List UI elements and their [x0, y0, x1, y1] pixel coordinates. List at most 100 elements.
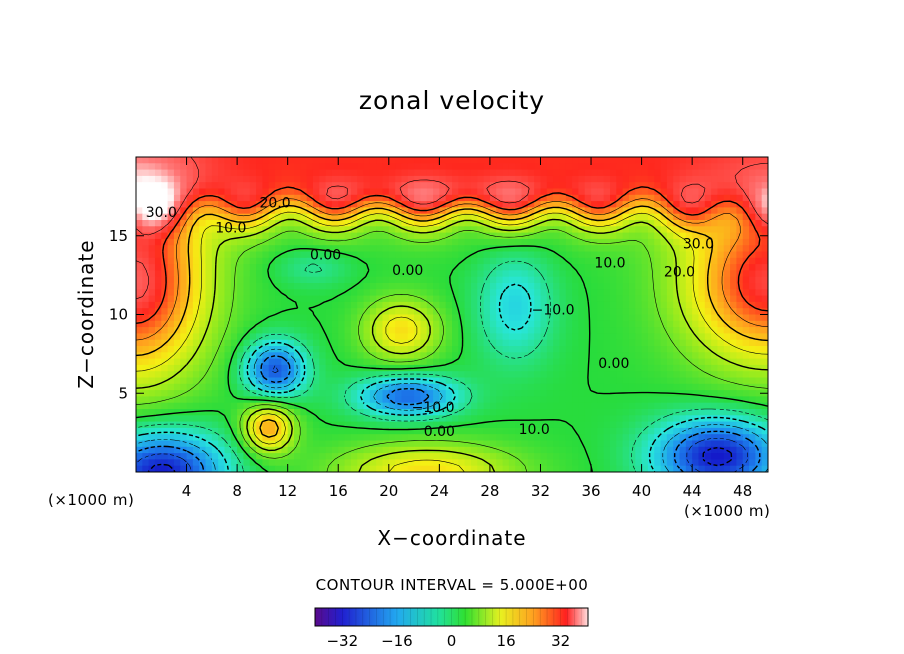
field-cell — [534, 232, 542, 240]
field-cell — [711, 251, 719, 259]
field-cell — [439, 434, 447, 442]
field-cell — [521, 446, 529, 454]
field-cell — [414, 383, 421, 391]
field-cell — [704, 175, 712, 183]
field-cell — [350, 207, 358, 215]
field-cell — [376, 396, 384, 404]
field-cell — [350, 352, 358, 360]
field-cell — [635, 232, 643, 240]
field-cell — [268, 220, 276, 227]
field-cell — [338, 465, 346, 472]
field-cell — [654, 169, 662, 177]
field-cell — [647, 421, 655, 429]
field-cell — [211, 339, 219, 347]
field-cell — [395, 283, 403, 290]
field-cell — [237, 339, 245, 347]
field-cell — [192, 364, 200, 372]
field-cell — [407, 289, 415, 297]
field-cell — [205, 465, 213, 472]
field-cell — [616, 182, 624, 190]
field-cell — [496, 440, 504, 448]
field-cell — [584, 175, 592, 183]
field-cell — [559, 201, 567, 208]
field-cell — [666, 314, 674, 322]
field-cell — [136, 434, 143, 442]
field-cell — [199, 220, 207, 227]
field-cell — [502, 169, 510, 177]
field-cell — [262, 421, 270, 429]
field-cell — [325, 245, 333, 253]
field-cell — [350, 251, 358, 259]
field-cell — [173, 339, 181, 347]
field-cell — [363, 421, 371, 429]
field-cell — [262, 459, 270, 467]
field-cell — [742, 352, 750, 360]
field-cell — [395, 459, 403, 467]
field-cell — [508, 427, 516, 435]
field-cell — [717, 377, 725, 385]
field-cell — [496, 377, 504, 385]
field-cell — [262, 213, 270, 221]
field-cell — [692, 169, 700, 177]
field-cell — [401, 339, 409, 347]
field-cell — [647, 409, 655, 416]
field-cell — [717, 194, 725, 202]
field-cell — [237, 207, 245, 215]
field-cell — [205, 207, 213, 215]
field-cell — [186, 163, 194, 171]
field-cell — [742, 459, 750, 467]
field-cell — [736, 427, 744, 435]
field-cell — [553, 295, 561, 303]
field-cell — [730, 459, 737, 467]
field-cell — [167, 157, 175, 164]
field-cell — [534, 396, 542, 404]
field-cell — [420, 440, 428, 448]
field-cell — [711, 453, 719, 460]
field-cell — [338, 232, 346, 240]
field-cell — [344, 232, 352, 240]
field-cell — [148, 264, 156, 271]
field-cell — [755, 194, 763, 202]
field-cell — [300, 270, 308, 278]
field-cell — [749, 409, 756, 416]
field-cell — [641, 409, 649, 416]
field-cell — [199, 213, 207, 221]
field-cell — [654, 339, 662, 347]
field-cell — [154, 453, 162, 460]
field-cell — [666, 264, 674, 271]
field-cell — [515, 333, 523, 341]
field-cell — [749, 276, 756, 284]
field-cell — [685, 245, 693, 253]
field-cell — [647, 352, 655, 360]
field-cell — [142, 182, 150, 190]
field-cell — [673, 220, 681, 227]
field-cell — [654, 333, 662, 341]
field-cell — [654, 295, 662, 303]
field-cell — [407, 257, 415, 265]
field-cell — [357, 220, 365, 227]
field-cell — [736, 175, 744, 183]
field-cell — [489, 283, 497, 290]
field-cell — [527, 440, 535, 448]
field-cell — [331, 371, 339, 379]
field-cell — [711, 339, 719, 347]
field-cell — [660, 333, 668, 341]
field-cell — [635, 421, 643, 429]
field-cell — [470, 364, 478, 372]
field-cell — [749, 213, 756, 221]
field-cell — [534, 270, 542, 278]
field-cell — [249, 295, 257, 303]
field-cell — [546, 440, 554, 448]
field-cell — [388, 295, 396, 303]
field-cell — [249, 364, 257, 372]
field-cell — [698, 157, 706, 164]
field-cell — [641, 371, 649, 379]
field-cell — [180, 440, 188, 448]
field-cell — [698, 232, 706, 240]
field-cell — [578, 188, 586, 196]
field-cell — [357, 264, 365, 271]
field-cell — [597, 188, 605, 196]
field-cell — [654, 257, 662, 265]
field-cell — [660, 163, 668, 171]
field-cell — [312, 320, 320, 328]
